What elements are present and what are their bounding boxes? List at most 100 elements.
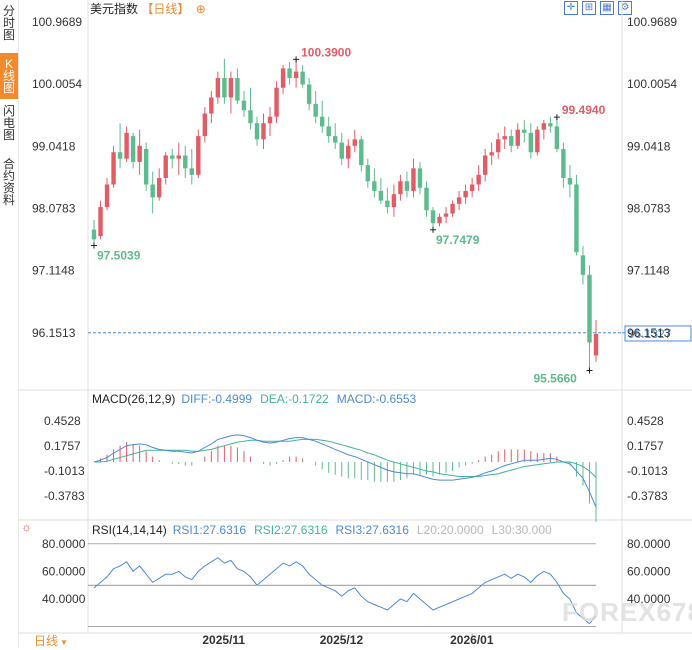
candle-body <box>496 139 501 153</box>
candle-body <box>574 184 579 253</box>
price-axis-right-tick: 97.1148 <box>627 264 670 278</box>
candle-body <box>469 184 475 191</box>
tab-contract-info[interactable]: 合约资料 <box>0 153 18 215</box>
price-axis-right-tick: 99.0418 <box>627 139 671 153</box>
candle-body <box>528 132 534 153</box>
extreme-price-label: 95.5660 <box>533 372 577 386</box>
candle-body <box>456 197 462 204</box>
rsi1-value: RSI1:27.6316 <box>172 523 247 537</box>
candle-body <box>261 123 266 140</box>
candle-body <box>111 152 116 185</box>
add-indicator-icon[interactable]: ⊕ <box>195 2 206 16</box>
candle-body <box>411 168 416 191</box>
macd-axis-left-tick: -0.3783 <box>44 489 85 503</box>
candle-body <box>313 103 318 117</box>
candle-body <box>222 78 227 98</box>
macd-axis-right-tick: -0.1013 <box>627 464 668 478</box>
instrument-title: 美元指数 <box>90 2 139 16</box>
macd-axis-left-tick: -0.1013 <box>44 464 85 478</box>
l30-value: L30:30.000 <box>491 523 552 537</box>
candle-body <box>130 136 136 162</box>
rsi2-value: RSI2:27.6316 <box>254 523 328 537</box>
last-price-label: 96.1327 <box>628 327 672 341</box>
settings-icon[interactable]: ⚙ <box>618 1 632 15</box>
l20-value: L20:20.0000 <box>416 523 484 537</box>
price-axis-right-tick: 100.0054 <box>627 77 677 91</box>
candle-body <box>548 123 553 127</box>
candle-body <box>365 165 371 182</box>
chart-title-bar: 美元指数 【日线】 ⊕ <box>90 0 206 18</box>
candle-body <box>385 200 390 208</box>
x-axis-date-label: 2025/11 <box>202 633 245 647</box>
candle-body <box>476 174 481 185</box>
candle-body <box>241 100 247 111</box>
candle-body <box>417 168 423 188</box>
candle-body <box>274 87 279 117</box>
macd-dea-value: DEA:-0.1722 <box>260 392 329 406</box>
candle-body <box>287 68 292 79</box>
candle-body <box>593 333 599 356</box>
candle-body <box>150 184 155 198</box>
candle-body <box>215 78 221 98</box>
macd-axis-right-tick: -0.3783 <box>627 489 668 503</box>
candle-body <box>333 136 338 143</box>
rsi-axis-right-tick: 40.0000 <box>627 592 671 606</box>
rsi-axis-left-tick: 80.0000 <box>42 537 86 551</box>
candle-body <box>104 184 110 208</box>
price-axis-right-tick: 100.9689 <box>627 15 677 29</box>
candle-body <box>339 142 344 159</box>
crosshair-icon[interactable]: ✛ <box>564 1 578 15</box>
candle-body <box>541 123 547 130</box>
rsi-axis-left-tick: 60.0000 <box>42 564 86 578</box>
tab-flash[interactable]: 闪电图 <box>0 100 18 152</box>
price-axis-left-tick: 96.1513 <box>32 326 76 340</box>
candle-body <box>378 190 384 201</box>
candle-body <box>319 116 325 127</box>
grid-icon[interactable]: ⊞ <box>582 1 596 15</box>
rsi-name: RSI(14,14,14) <box>92 523 167 537</box>
candle-body <box>437 216 442 224</box>
candle-body <box>228 78 234 98</box>
candle-body <box>124 132 129 159</box>
candle-body <box>209 97 214 114</box>
side-tab-bar: 分时图 K线图 闪电图 合约资料 <box>0 0 19 648</box>
candle-body <box>300 71 305 85</box>
candle-body <box>248 110 253 124</box>
price-axis-left-tick: 97.1148 <box>32 264 75 278</box>
calendar-icon[interactable]: ▦ <box>600 1 614 15</box>
candle-body <box>398 181 403 195</box>
watermark-logo: FOREX678 <box>562 597 692 627</box>
candle-body <box>346 145 351 159</box>
tab-timeshare[interactable]: 分时图 <box>0 0 18 52</box>
candle-body <box>567 178 573 185</box>
macd-hist-value: MACD:-0.6553 <box>336 392 417 406</box>
candle-body <box>163 155 168 179</box>
candle-body <box>137 145 142 162</box>
macd-name: MACD(26,12,9) <box>92 392 176 406</box>
macd-axis-right-tick: 0.1757 <box>627 439 664 453</box>
x-axis-date-label: 2026/01 <box>450 633 494 647</box>
candle-body <box>170 155 175 159</box>
candle-body <box>587 274 592 343</box>
last-price-box <box>624 325 692 342</box>
tab-flash-label: 闪电图 <box>2 104 15 142</box>
candle-body <box>561 149 566 179</box>
tab-kline-label: K线图 <box>2 57 15 95</box>
tab-timeshare-label: 分时图 <box>2 4 15 42</box>
candle-body <box>267 116 273 124</box>
candle-body <box>404 181 410 191</box>
candle-body <box>183 155 188 169</box>
candle-body <box>430 210 436 224</box>
candle-body <box>196 136 201 175</box>
period-label[interactable]: 【日线】 <box>141 2 190 16</box>
period-selector-label: 日线 <box>34 634 59 648</box>
period-selector[interactable]: 日线 ▼ <box>34 634 68 650</box>
rsi-axis-right-tick: 80.0000 <box>627 537 671 551</box>
candle-body <box>372 181 377 191</box>
extreme-price-label: 97.5039 <box>97 249 141 263</box>
rsi3-value: RSI3:27.6316 <box>335 523 409 537</box>
tab-kline[interactable]: K线图 <box>0 53 18 99</box>
candle-body <box>463 190 468 198</box>
indicator-settings-icon[interactable]: ☼ <box>21 520 32 534</box>
